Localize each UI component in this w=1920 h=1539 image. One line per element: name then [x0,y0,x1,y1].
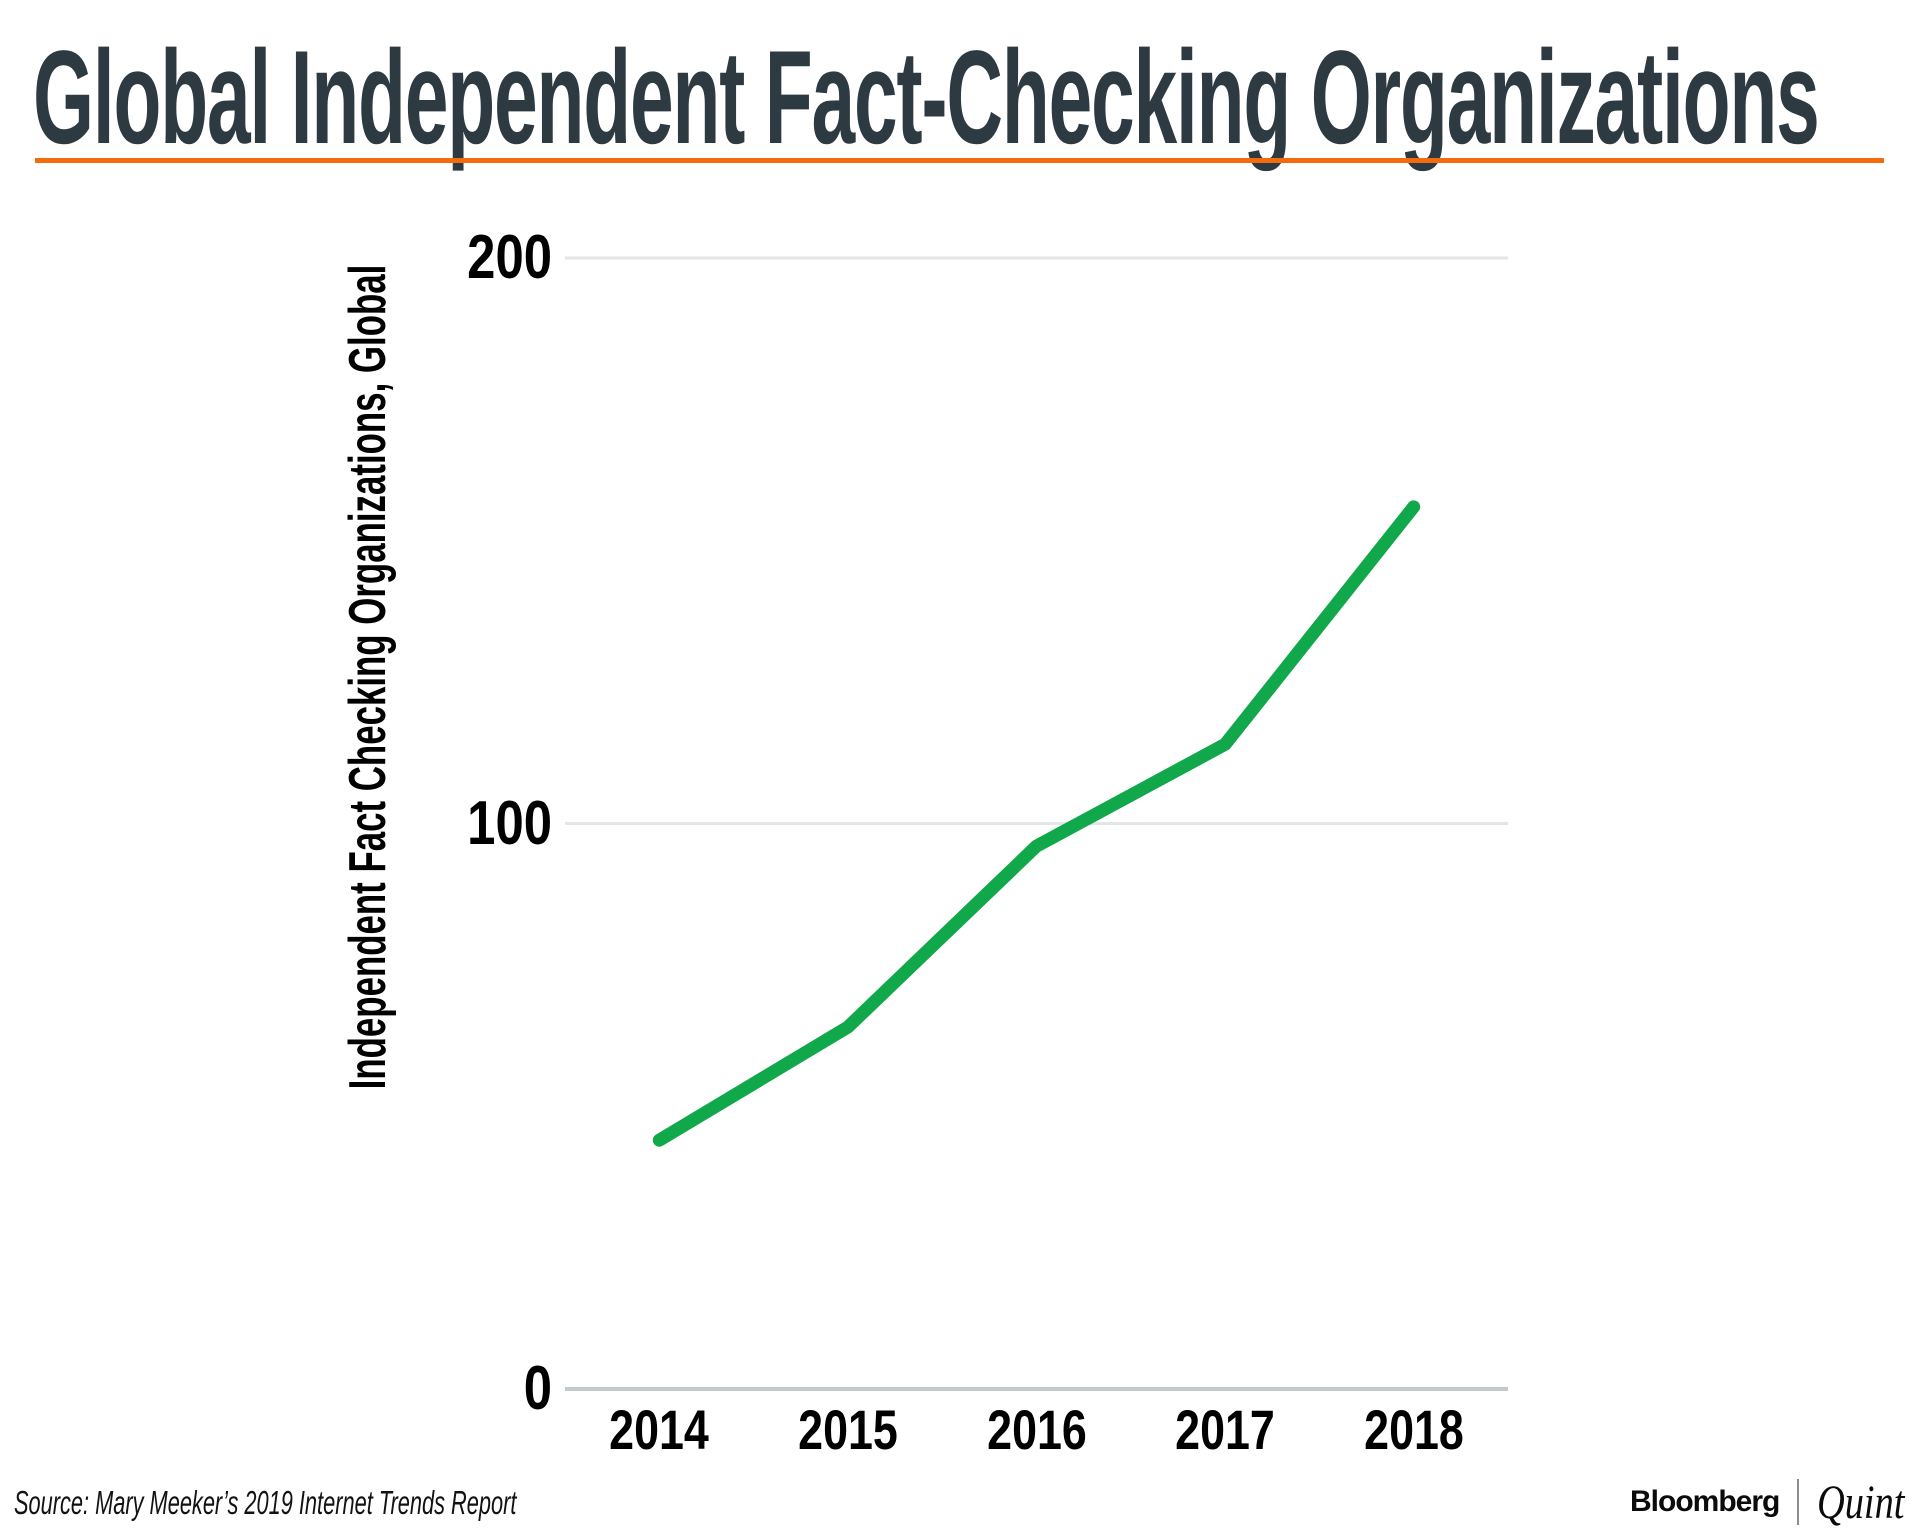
y-tick-label: 200 [467,223,552,292]
source-note: Source: Mary Meeker’s 2019 Internet Tren… [14,1484,517,1521]
y-axis-title: Independent Fact Checking Organizations,… [339,264,397,1090]
x-tick-label: 2018 [1363,1398,1464,1461]
y-tick-label: 100 [467,788,552,858]
x-tick-label: 2016 [986,1398,1087,1461]
bloomberg-logo: Bloomberg [1630,1485,1780,1518]
trend-line [652,500,1421,1147]
title-accent-rule [35,158,1884,163]
x-tick-label: 2015 [798,1398,898,1461]
page-title: Global Independent Fact-Checking Organiz… [33,24,1820,172]
gridlines [565,256,1508,1391]
quint-logo: Quint [1817,1475,1905,1529]
brand-logos: Bloomberg Quint [1630,1475,1920,1529]
x-tick-label: 2014 [609,1398,710,1461]
x-tick-label: 2017 [1175,1398,1275,1461]
y-tick-label: 0 [523,1354,552,1423]
brand-divider [1797,1479,1800,1525]
